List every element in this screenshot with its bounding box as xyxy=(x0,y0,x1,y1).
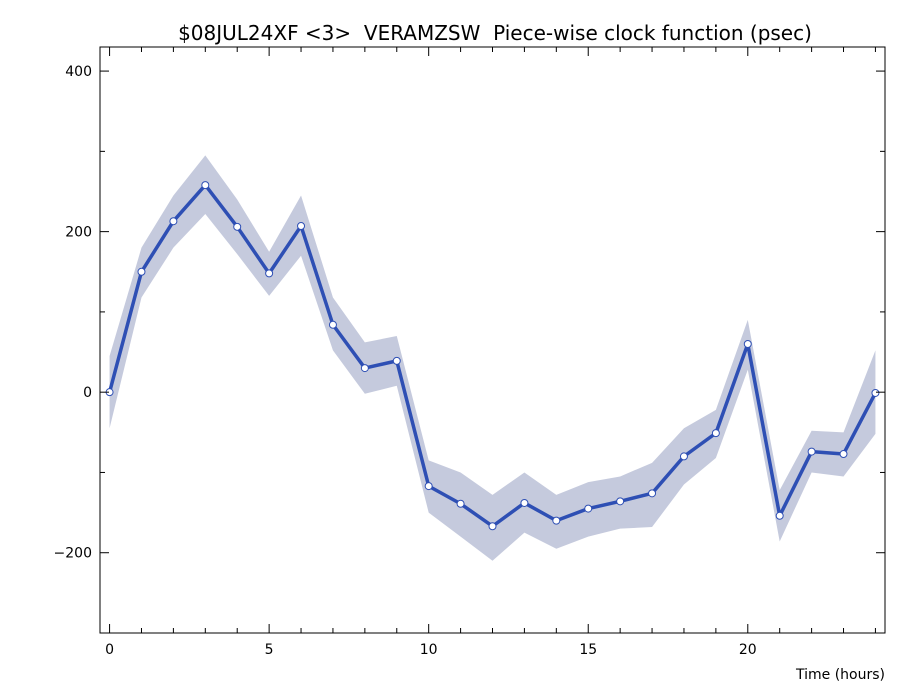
x-tick-label: 5 xyxy=(265,642,274,658)
data-point xyxy=(297,222,306,231)
data-point xyxy=(424,482,433,491)
data-point xyxy=(807,447,816,456)
data-point xyxy=(679,452,688,461)
x-tick-label: 20 xyxy=(739,642,757,658)
data-point xyxy=(328,320,337,329)
y-tick-label: 0 xyxy=(83,385,92,401)
data-point xyxy=(392,356,401,365)
axis-ticks xyxy=(100,47,885,634)
y-tick-label: 400 xyxy=(65,64,92,80)
y-tick-label: −200 xyxy=(54,546,92,562)
data-markers xyxy=(105,181,880,531)
x-axis-label: Time (hours) xyxy=(795,667,885,683)
data-point xyxy=(360,364,369,373)
data-point xyxy=(137,267,146,276)
data-point xyxy=(265,269,274,278)
band-area-0 xyxy=(109,155,876,561)
data-point xyxy=(648,489,657,498)
y-tick-label: 200 xyxy=(65,225,92,241)
data-point xyxy=(839,449,848,458)
data-point xyxy=(233,222,242,231)
data-point xyxy=(616,497,625,506)
data-point xyxy=(743,340,752,349)
data-point xyxy=(488,522,497,531)
data-point xyxy=(584,504,593,513)
data-point xyxy=(169,217,178,226)
data-point xyxy=(201,181,210,190)
data-point xyxy=(456,499,465,508)
uncertainty-band xyxy=(109,155,876,561)
data-point xyxy=(552,516,561,525)
data-point xyxy=(871,388,880,397)
x-tick-label: 15 xyxy=(579,642,597,658)
chart-title: $08JUL24XF <3> VERAMZSW Piece-wise clock… xyxy=(178,21,812,45)
x-tick-label: 10 xyxy=(420,642,438,658)
data-point xyxy=(775,511,784,520)
data-point xyxy=(520,498,529,507)
data-point xyxy=(711,429,720,438)
tick-labels: 0 5 10 15 20 −200 0 200 400 xyxy=(54,64,757,658)
x-tick-label: 0 xyxy=(105,642,114,658)
